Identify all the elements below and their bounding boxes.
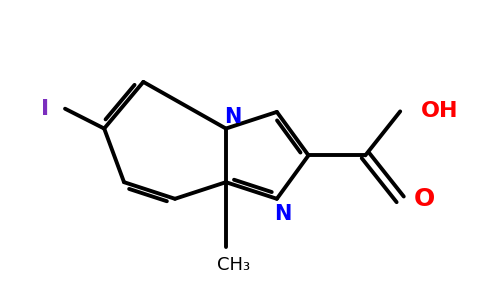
Text: CH₃: CH₃ [217, 256, 251, 274]
Text: I: I [41, 99, 49, 119]
Text: N: N [224, 107, 242, 127]
Text: O: O [414, 187, 435, 211]
Text: OH: OH [421, 101, 458, 122]
Text: N: N [274, 204, 292, 224]
